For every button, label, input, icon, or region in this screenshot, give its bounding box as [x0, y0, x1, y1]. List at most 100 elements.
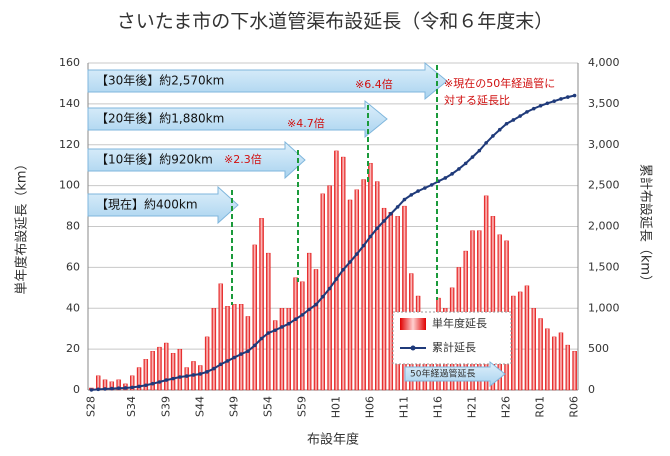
point — [531, 106, 536, 111]
bar — [490, 216, 496, 391]
bar — [347, 199, 353, 391]
point — [525, 110, 529, 114]
point — [477, 148, 482, 153]
point — [355, 252, 359, 256]
point — [395, 205, 400, 209]
point — [103, 387, 107, 391]
point — [314, 302, 318, 307]
y2-tick-label: 1,000 — [588, 301, 620, 314]
point — [538, 103, 543, 108]
grid: 0 20 40 60 80 100 120 140 160 0 500 1,000 1,500 2,000… — [59, 56, 620, 418]
y2-tick-label: 3,000 — [588, 138, 620, 151]
point — [232, 355, 237, 360]
arrow — [404, 360, 506, 388]
point — [402, 197, 407, 202]
point — [246, 349, 250, 353]
annotation: 【現在】約400km — [96, 197, 198, 212]
y2-tick-label: 2,000 — [588, 220, 620, 233]
point — [259, 336, 264, 341]
point — [518, 114, 522, 118]
point — [552, 99, 556, 103]
point — [252, 343, 257, 348]
point — [218, 362, 223, 367]
x-tick-label: S49 — [227, 396, 240, 417]
x-tick-label: H11 — [397, 396, 410, 418]
bar — [198, 365, 203, 391]
point — [157, 380, 162, 384]
point — [150, 381, 155, 386]
point — [368, 234, 373, 239]
point — [545, 101, 550, 106]
annotation: 対する延長比 — [444, 93, 510, 107]
bar — [538, 318, 543, 391]
x-tick-label: H06 — [363, 396, 376, 418]
bar — [164, 342, 169, 391]
y-tick-label: 20 — [66, 342, 80, 355]
y2-tick-label: 500 — [588, 342, 609, 355]
point — [409, 193, 414, 197]
point — [110, 386, 114, 391]
point — [491, 134, 495, 138]
annotation: ※6.4倍 — [355, 77, 393, 91]
point — [511, 118, 516, 122]
bar — [402, 205, 407, 391]
y-tick-label: 60 — [66, 260, 80, 273]
x-tick-label: S28 — [84, 396, 97, 417]
point — [144, 383, 148, 388]
point — [429, 183, 434, 187]
bar — [252, 244, 257, 391]
x-tick-label: H21 — [466, 396, 479, 418]
point — [137, 384, 141, 389]
bar — [266, 252, 271, 391]
point — [225, 359, 230, 363]
point — [572, 93, 577, 98]
x-tick-label: S39 — [159, 396, 172, 417]
point — [266, 331, 271, 335]
bar — [150, 351, 155, 391]
point — [320, 294, 325, 299]
bar — [218, 283, 223, 391]
point — [130, 385, 135, 390]
bar — [551, 336, 557, 391]
bar — [354, 189, 360, 391]
bar — [238, 304, 244, 391]
bar — [204, 336, 210, 391]
bar — [477, 230, 482, 391]
bar — [524, 285, 530, 391]
bar — [245, 316, 251, 391]
annotation: 【30年後】約2,570km — [96, 73, 224, 88]
bar — [517, 291, 523, 391]
legend-swatch — [400, 318, 426, 330]
bar — [375, 181, 380, 391]
bar — [232, 304, 237, 391]
bar — [320, 193, 325, 391]
point — [212, 366, 216, 371]
x-tick-label: H01 — [329, 396, 342, 418]
point — [164, 378, 169, 382]
point — [307, 307, 311, 312]
bar — [341, 156, 346, 391]
point — [239, 352, 243, 356]
y-tick-label: 120 — [59, 138, 80, 151]
point — [423, 186, 427, 190]
bar — [388, 212, 394, 391]
bar — [143, 359, 149, 391]
bar — [381, 207, 387, 391]
bar — [286, 308, 291, 391]
bar — [558, 332, 564, 391]
point — [286, 321, 291, 326]
y-tick-label: 100 — [59, 179, 80, 192]
y-tick-label: 40 — [66, 301, 80, 314]
bar — [279, 308, 285, 391]
x-tick-label: H26 — [500, 396, 513, 418]
legend-swatch — [410, 345, 416, 351]
point — [463, 161, 468, 166]
point — [191, 373, 196, 377]
point — [171, 376, 175, 381]
point — [565, 95, 570, 99]
y-axis-label: 単年度布設延長（km） — [14, 157, 30, 294]
annotation: 【10年後】約920km — [96, 152, 213, 167]
point — [389, 212, 393, 216]
y-tick-label: 160 — [59, 56, 80, 69]
